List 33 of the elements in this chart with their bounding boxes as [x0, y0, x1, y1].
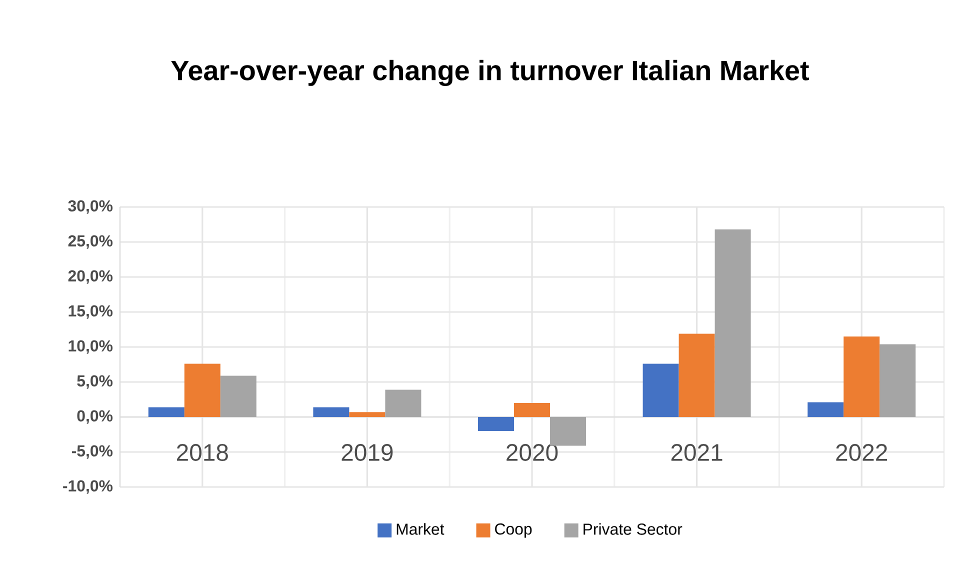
chart-title: Year-over-year change in turnover Italian Market [171, 60, 809, 86]
x-tick-label: 2021 [671, 444, 722, 461]
bar [478, 417, 514, 431]
x-tick-label: 2019 [342, 444, 393, 461]
legend-label: Market [396, 523, 444, 535]
y-tick-label: 30,0% [68, 200, 113, 214]
y-tick-label: 20,0% [68, 270, 113, 284]
y-tick-label: 5,0% [77, 375, 113, 389]
y-tick-label: 15,0% [68, 305, 113, 319]
y-tick-label: -10,0% [63, 480, 113, 494]
legend-label: Private Sector [584, 523, 682, 535]
bar [550, 417, 586, 446]
y-tick-label: 0,0% [77, 410, 113, 424]
bar [220, 376, 256, 417]
bar [844, 336, 880, 417]
x-tick-label: 2018 [176, 444, 228, 461]
bar [313, 407, 350, 417]
bar [678, 334, 715, 417]
x-tick-label: 2022 [836, 444, 887, 461]
bar [148, 407, 184, 417]
x-tick-label: 2020 [506, 444, 558, 461]
bar [880, 344, 916, 417]
bar [184, 364, 220, 417]
bar [514, 403, 550, 417]
bar [808, 402, 844, 417]
bar [714, 229, 751, 417]
bar [349, 412, 386, 417]
y-tick-label: -5,0% [72, 445, 113, 459]
y-tick-label: 10,0% [68, 340, 113, 354]
y-tick-label: 25,0% [68, 235, 113, 249]
bar [385, 390, 422, 417]
legend-label: Coop [495, 523, 532, 538]
bar [642, 364, 679, 417]
